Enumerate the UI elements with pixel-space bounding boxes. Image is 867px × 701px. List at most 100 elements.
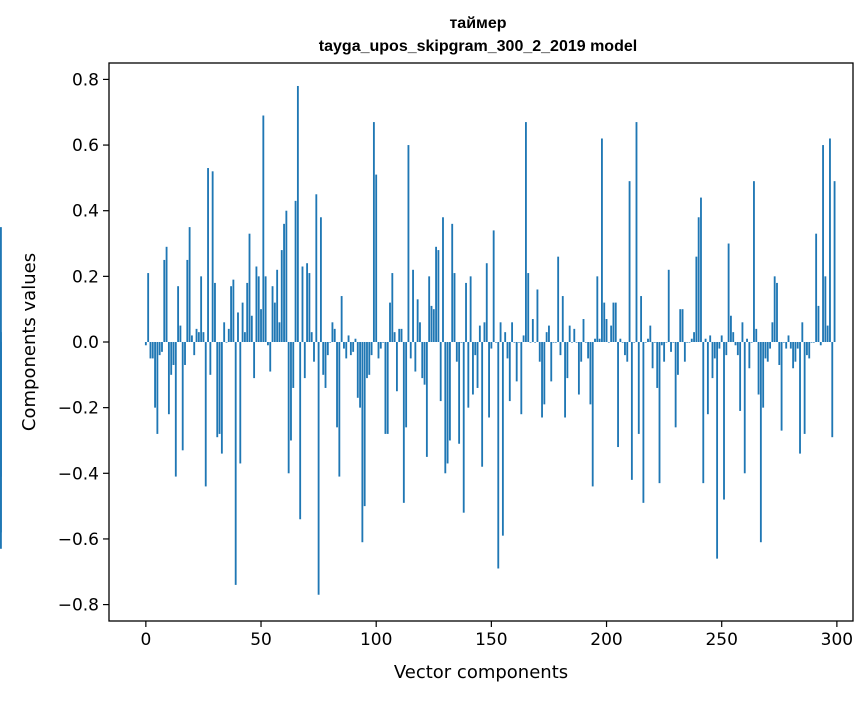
bar bbox=[485, 263, 488, 342]
bar bbox=[465, 282, 467, 342]
x-tick-label: 300 bbox=[821, 630, 853, 650]
bar bbox=[612, 302, 615, 342]
bar bbox=[488, 342, 490, 418]
bar bbox=[170, 342, 173, 375]
bar bbox=[393, 332, 396, 342]
bar bbox=[824, 276, 827, 342]
bar bbox=[223, 322, 226, 342]
bar bbox=[389, 302, 391, 342]
bar bbox=[640, 296, 643, 342]
bar bbox=[536, 289, 539, 342]
bar bbox=[559, 342, 562, 356]
bar bbox=[642, 342, 645, 503]
bar bbox=[525, 122, 527, 342]
bar bbox=[762, 342, 765, 408]
bar bbox=[257, 276, 260, 342]
x-tick-label: 150 bbox=[475, 630, 507, 650]
bar bbox=[409, 342, 412, 359]
bar bbox=[225, 342, 228, 343]
bar bbox=[624, 342, 626, 356]
bar bbox=[151, 342, 154, 359]
bar bbox=[340, 296, 343, 342]
bar bbox=[469, 276, 472, 342]
bar bbox=[144, 342, 147, 346]
bar bbox=[665, 342, 668, 343]
bar bbox=[741, 322, 744, 342]
bar bbox=[727, 243, 730, 342]
bar bbox=[614, 302, 617, 342]
bar bbox=[776, 282, 778, 342]
bar bbox=[386, 342, 389, 434]
bar bbox=[732, 332, 735, 342]
bar bbox=[672, 342, 675, 343]
bar bbox=[432, 309, 435, 342]
bar bbox=[483, 322, 486, 342]
x-tick-label: 50 bbox=[250, 630, 272, 650]
bar bbox=[713, 342, 716, 359]
bar bbox=[290, 342, 292, 441]
bar bbox=[264, 276, 267, 342]
bar bbox=[755, 328, 758, 342]
bar bbox=[382, 342, 385, 343]
bar bbox=[239, 342, 242, 464]
bar bbox=[815, 233, 818, 342]
y-axis-label: Components values bbox=[19, 253, 40, 431]
bar bbox=[451, 223, 454, 342]
bar bbox=[557, 256, 560, 342]
bar bbox=[647, 338, 649, 342]
bar bbox=[276, 269, 279, 342]
bar bbox=[499, 322, 502, 342]
bar bbox=[472, 342, 474, 395]
bar bbox=[287, 342, 290, 474]
bar bbox=[518, 342, 520, 343]
bar bbox=[577, 342, 580, 395]
y-tick-label: 0.2 bbox=[72, 267, 99, 287]
bar bbox=[833, 181, 836, 342]
bar bbox=[285, 210, 288, 342]
bar bbox=[437, 250, 440, 342]
chart-subtitle: tayga_upos_skipgram_300_2_2019 model bbox=[319, 38, 637, 55]
bar bbox=[782, 342, 785, 343]
bar bbox=[601, 138, 603, 342]
bar bbox=[391, 273, 394, 342]
bars-group bbox=[0, 85, 836, 595]
bar bbox=[154, 342, 156, 408]
bar bbox=[649, 325, 652, 342]
bar bbox=[771, 322, 774, 342]
bar bbox=[216, 342, 219, 438]
bar bbox=[527, 273, 530, 342]
bar bbox=[817, 305, 820, 342]
bar bbox=[363, 342, 366, 507]
bar bbox=[149, 342, 152, 359]
bar bbox=[412, 269, 414, 342]
bar bbox=[458, 342, 461, 444]
bar bbox=[554, 342, 557, 343]
bar bbox=[637, 342, 640, 434]
bar bbox=[658, 342, 661, 484]
bar bbox=[734, 342, 737, 346]
bar bbox=[253, 342, 256, 379]
bar bbox=[679, 309, 682, 342]
y-tick-label: −0.8 bbox=[58, 596, 99, 616]
bar bbox=[220, 342, 223, 454]
bar bbox=[396, 342, 398, 392]
bar bbox=[319, 217, 322, 342]
bar bbox=[177, 286, 180, 342]
bar bbox=[366, 342, 368, 379]
bar bbox=[294, 200, 297, 342]
bar bbox=[504, 332, 507, 342]
bar bbox=[329, 342, 332, 343]
bar bbox=[260, 309, 262, 342]
bar bbox=[610, 325, 613, 342]
bar bbox=[635, 122, 638, 342]
bar bbox=[455, 342, 458, 362]
bar bbox=[819, 342, 822, 346]
bar bbox=[423, 342, 426, 385]
bar bbox=[548, 325, 550, 342]
bar bbox=[492, 230, 495, 342]
bar bbox=[753, 181, 755, 342]
bar bbox=[481, 342, 484, 467]
x-axis-label: Vector components bbox=[394, 662, 568, 683]
